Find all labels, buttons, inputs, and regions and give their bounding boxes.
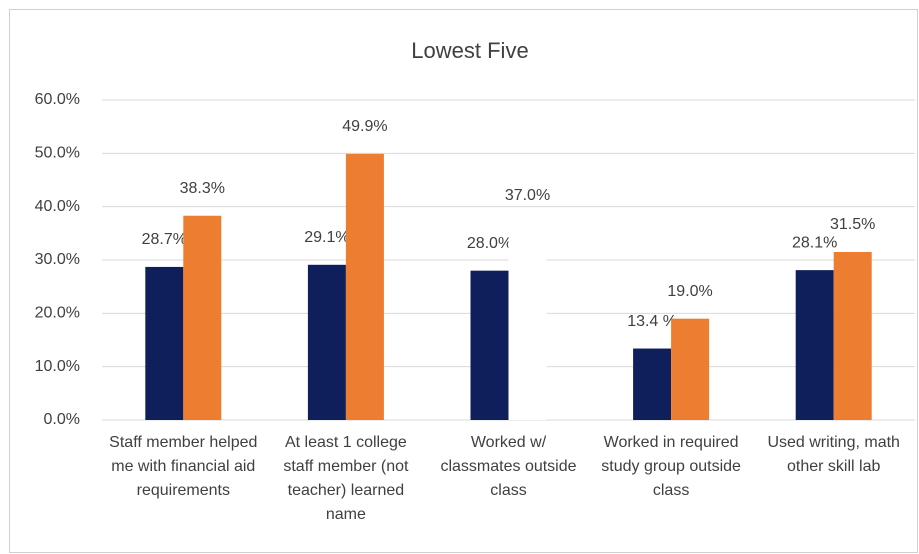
y-tick-label: 40.0% <box>35 198 80 215</box>
value-label: 13.4 % <box>627 313 677 330</box>
y-tick-label: 0.0% <box>44 411 80 428</box>
bar <box>795 270 834 420</box>
x-tick-label: Staff member helped me with financial ai… <box>109 434 258 499</box>
value-label: 38.3% <box>180 180 225 197</box>
chart-title: Lowest Five <box>411 38 528 63</box>
value-label: 37.0% <box>505 187 550 204</box>
bar <box>345 153 384 420</box>
x-tick-label: Used writing, math other skill lab <box>767 434 900 475</box>
bar <box>307 264 346 420</box>
bar <box>508 222 547 420</box>
y-tick-label: 50.0% <box>35 145 80 162</box>
value-label: 28.1% <box>792 234 837 251</box>
chart-border <box>9 9 918 553</box>
x-tick-label: Worked w/ classmates outside class <box>440 434 577 499</box>
bar <box>145 266 184 420</box>
y-tick-label: 20.0% <box>35 305 80 322</box>
y-tick-label: 10.0% <box>35 358 80 375</box>
y-tick-label: 60.0% <box>35 91 80 108</box>
bar <box>183 215 222 420</box>
value-label: 28.7% <box>142 231 187 248</box>
bar <box>633 348 672 420</box>
bar <box>833 252 872 420</box>
bar <box>470 270 509 420</box>
x-tick-label: Worked in required study group outside c… <box>601 434 741 499</box>
y-tick-label: 30.0% <box>35 251 80 268</box>
value-label: 28.0% <box>467 235 512 252</box>
value-label: 19.0% <box>667 283 712 300</box>
value-label: 49.9% <box>342 118 387 135</box>
bar <box>671 318 710 420</box>
value-label: 29.1% <box>304 229 349 246</box>
x-tick-label: At least 1 college staff member (not tea… <box>283 434 409 523</box>
value-label: 31.5% <box>830 216 875 233</box>
